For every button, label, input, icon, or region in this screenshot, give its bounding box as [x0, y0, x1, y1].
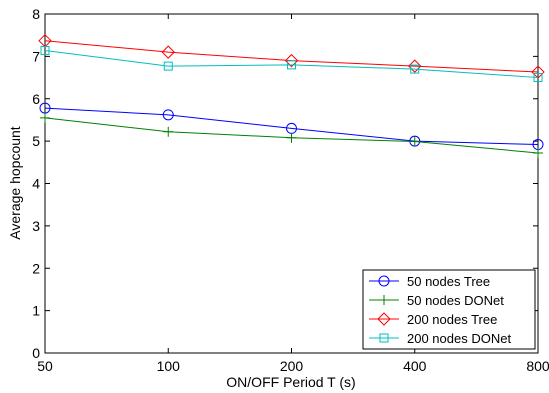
legend-marker: [379, 295, 389, 305]
x-tick-label: 200: [280, 358, 304, 374]
data-point: [531, 65, 545, 79]
y-tick-label: 3: [32, 218, 40, 234]
series-line: [44, 49, 539, 79]
y-tick-label: 6: [32, 91, 40, 107]
y-axis-label: Average hopcount: [7, 126, 23, 239]
series-2: [40, 112, 543, 158]
legend-label: 200 nodes DONet: [407, 331, 511, 346]
data-point: [287, 60, 296, 70]
data-point: [284, 53, 299, 68]
data-point: [40, 112, 50, 123]
x-tick-label: 400: [403, 358, 427, 374]
legend-item: 200 nodes Tree: [369, 312, 497, 327]
series-line: [44, 107, 539, 146]
y-tick-label: 4: [32, 176, 40, 192]
y-tick-label: 0: [32, 345, 40, 361]
legend-marker: [379, 333, 389, 343]
data-point: [286, 132, 297, 143]
y-tick-label: 7: [32, 48, 40, 64]
data-point: [161, 45, 175, 59]
x-tick-label: 800: [526, 358, 549, 374]
data-point: [162, 109, 174, 121]
legend-item: 200 nodes DONet: [369, 331, 511, 346]
y-tick-label: 5: [32, 133, 40, 149]
data-point: [410, 64, 420, 74]
x-tick-label: 50: [37, 358, 53, 374]
legend-label: 200 nodes Tree: [407, 312, 497, 327]
data-point: [409, 136, 420, 147]
y-tick-label: 2: [32, 260, 40, 276]
legend-label: 50 nodes Tree: [407, 274, 490, 289]
legend-item: 50 nodes Tree: [369, 274, 490, 289]
data-point: [163, 61, 173, 71]
x-axis-label: ON/OFF Period T (s): [226, 374, 355, 390]
x-axis: 50 100 200 400 800: [37, 14, 549, 374]
data-point: [40, 45, 50, 55]
x-tick-label: 100: [157, 358, 181, 374]
legend: 50 nodes Tree 50 nodes DONet 200 nodes Tre…: [362, 269, 536, 350]
y-axis: 0 1 2 3 4 5 6 7 8: [32, 6, 538, 361]
legend-item: 50 nodes DONet: [369, 293, 504, 308]
legend-box: [362, 269, 536, 350]
data-point: [163, 126, 174, 137]
legend-marker: [377, 312, 391, 326]
data-point: [533, 147, 543, 158]
data-point: [533, 73, 543, 83]
series-layer: [38, 33, 545, 158]
data-point: [408, 59, 422, 73]
series-4: [40, 45, 543, 83]
y-tick-label: 8: [32, 6, 40, 22]
legend-marker: [378, 275, 390, 287]
legend-label: 50 nodes DONet: [407, 293, 504, 308]
y-tick-label: 1: [32, 303, 40, 319]
